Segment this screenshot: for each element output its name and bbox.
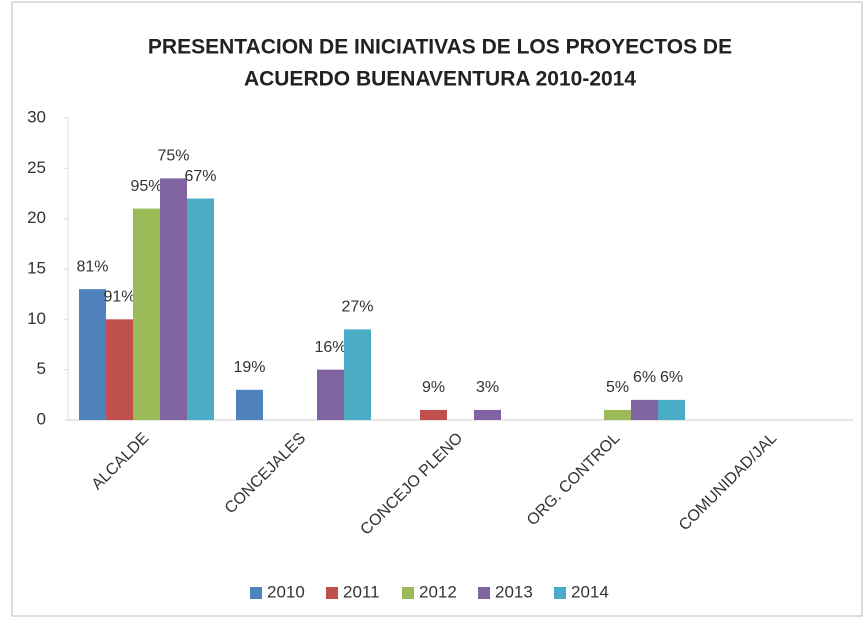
legend-swatch xyxy=(250,587,262,599)
legend-swatch xyxy=(402,587,414,599)
x-tick-label: ORG. CONTROL xyxy=(524,430,623,529)
value-label: 95% xyxy=(130,178,162,195)
y-tick-label: 0 xyxy=(37,409,46,428)
bar xyxy=(420,409,447,420)
value-label: 27% xyxy=(341,299,373,316)
value-label: 67% xyxy=(184,168,216,185)
bar xyxy=(187,198,214,420)
legend-swatch xyxy=(554,587,566,599)
bar xyxy=(160,178,187,420)
bar xyxy=(474,409,501,420)
chart-border xyxy=(11,1,863,617)
bar xyxy=(344,329,371,420)
value-label: 6% xyxy=(633,369,656,386)
legend-swatch xyxy=(478,587,490,599)
legend-swatch xyxy=(326,587,338,599)
bar xyxy=(317,369,344,420)
value-label: 91% xyxy=(103,289,135,306)
x-tick-label: CONCEJALES xyxy=(222,430,309,517)
x-tick-label: CONCEJO PLENO xyxy=(357,430,466,539)
legend-label: 2012 xyxy=(419,582,457,601)
value-label: 19% xyxy=(233,359,265,376)
value-label: 81% xyxy=(76,258,108,275)
y-tick-label: 10 xyxy=(27,309,46,328)
bar xyxy=(236,389,263,420)
value-label: 3% xyxy=(476,379,499,396)
legend-label: 2013 xyxy=(495,582,533,601)
y-tick-label: 30 xyxy=(27,107,46,126)
x-tick-label: ALCALDE xyxy=(89,430,153,494)
x-tick-label: COMUNIDAD/JAL xyxy=(676,430,781,535)
y-tick-label: 15 xyxy=(27,258,46,277)
bar xyxy=(604,409,631,420)
value-label: 16% xyxy=(314,339,346,356)
legend-label: 2010 xyxy=(267,582,305,601)
chart-title: PRESENTACION DE INICIATIVAS DE LOS PROYE… xyxy=(148,36,732,59)
value-label: 75% xyxy=(157,148,189,165)
bar xyxy=(133,208,160,420)
legend-label: 2011 xyxy=(343,582,380,601)
bar xyxy=(106,319,133,420)
value-label: 9% xyxy=(422,379,445,396)
legend-label: 2014 xyxy=(571,582,609,601)
y-tick-label: 20 xyxy=(27,208,46,227)
value-label: 6% xyxy=(660,369,683,386)
bar xyxy=(79,289,106,420)
y-tick-label: 25 xyxy=(27,158,46,177)
y-tick-label: 5 xyxy=(37,359,46,378)
bar xyxy=(658,399,685,420)
chart-title: ACUERDO BUENAVENTURA 2010-2014 xyxy=(244,68,636,91)
value-label: 5% xyxy=(606,379,629,396)
bar xyxy=(631,399,658,420)
